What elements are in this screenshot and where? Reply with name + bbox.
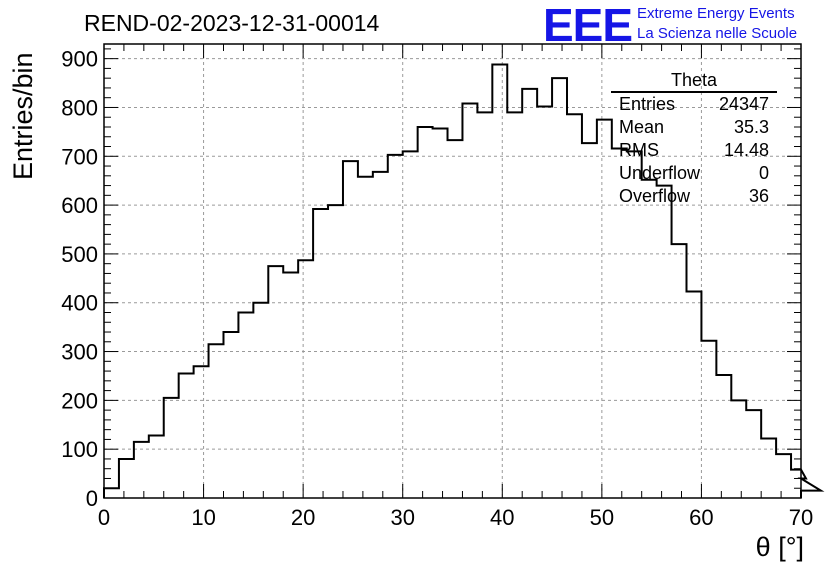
histogram-bin <box>164 398 179 498</box>
histogram-bin <box>209 344 224 498</box>
histogram-bin <box>716 375 731 498</box>
histogram-bin <box>328 205 343 498</box>
histogram-bin <box>537 106 552 498</box>
y-tick-label: 200 <box>61 388 98 413</box>
stats-value: 0 <box>758 163 769 183</box>
histogram-bin <box>238 312 253 498</box>
histogram-bin <box>403 151 418 498</box>
run-title: REND-02-2023-12-31-00014 <box>84 10 380 36</box>
y-tick-label: 700 <box>61 144 98 169</box>
logo-caption: Extreme Energy Events La Scienza nelle S… <box>637 4 797 44</box>
histogram-bin <box>686 292 701 498</box>
y-tick-label: 900 <box>61 47 98 72</box>
histogram-bin <box>373 172 388 498</box>
histogram-bin <box>283 272 298 498</box>
histogram-bin <box>134 442 149 498</box>
histogram-bin <box>268 266 283 498</box>
stats-label: Overflow <box>619 186 691 206</box>
histogram-bin <box>343 161 358 498</box>
histogram-bin <box>567 114 582 498</box>
x-tick-label: 0 <box>98 505 110 530</box>
histogram-bin <box>731 400 746 498</box>
logo-caption-line2: La Scienza nelle Scuole <box>637 25 798 42</box>
grid <box>104 44 801 498</box>
histogram-bin <box>507 112 522 498</box>
histogram-bin <box>522 89 537 498</box>
histogram-bin <box>104 488 119 498</box>
histogram-bin <box>582 143 597 498</box>
x-tick-label: 40 <box>490 505 514 530</box>
stats-row-overflow: Overflow 36 <box>611 185 777 208</box>
x-tick-label: 30 <box>390 505 414 530</box>
x-tick-label: 10 <box>191 505 215 530</box>
histogram-bin <box>194 366 209 498</box>
histogram-bin <box>776 454 791 498</box>
histogram-bin <box>657 186 672 498</box>
histogram-bin <box>253 303 268 498</box>
stats-row-underflow: Underflow 0 <box>611 162 777 185</box>
histogram-bin <box>358 177 373 498</box>
y-tick-label: 0 <box>86 486 98 511</box>
histogram-bin <box>492 65 507 498</box>
logo-caption-line1: Extreme Energy Events <box>637 5 795 22</box>
stats-label: Underflow <box>619 163 701 183</box>
stats-label: Entries <box>619 94 676 114</box>
y-tick-label: 800 <box>61 95 98 120</box>
x-axis: 0 10 20 30 40 50 60 70 <box>98 44 813 530</box>
histogram-bin <box>597 120 612 498</box>
plot-frame <box>103 43 802 499</box>
histogram-bin <box>119 459 134 498</box>
histogram-outline <box>103 63 825 498</box>
histogram-bin <box>388 155 403 498</box>
y-tick-label: 100 <box>61 437 98 462</box>
histogram-bin <box>433 128 448 498</box>
histogram-bin <box>791 470 801 498</box>
y-tick-label: 500 <box>61 242 98 267</box>
histogram-bin <box>552 78 567 498</box>
y-tick-label: 300 <box>61 340 98 365</box>
histogram-bin <box>179 374 194 498</box>
histogram-bin <box>223 332 238 498</box>
y-axis-label: Entries/bin <box>8 52 38 180</box>
histogram-bin <box>642 180 657 498</box>
stats-value: 35.3 <box>733 117 769 137</box>
histogram-bin <box>298 260 313 498</box>
x-axis-label: θ [°] <box>755 532 804 562</box>
x-tick-label: 20 <box>291 505 315 530</box>
histogram-bin <box>761 438 776 498</box>
histogram-bin <box>746 410 761 498</box>
stats-label: RMS <box>619 140 659 160</box>
histogram-bin <box>701 341 716 498</box>
plot-border <box>103 43 802 499</box>
stats-row-entries: Entries 24347 <box>611 93 777 116</box>
histogram-bin <box>149 436 164 498</box>
eee-logo: EEE <box>543 0 633 51</box>
x-tick-label: 60 <box>689 505 713 530</box>
stats-value: 14.48 <box>723 140 769 160</box>
histogram-bin <box>448 140 463 498</box>
histogram-bin <box>462 104 477 498</box>
stats-row-mean: Mean 35.3 <box>611 116 777 139</box>
histogram-bin <box>672 244 687 498</box>
histogram-bin <box>313 209 328 498</box>
stats-value: 36 <box>748 186 769 206</box>
stats-box: Theta Entries 24347 Mean 35.3 RMS 14.48 … <box>611 69 777 208</box>
stats-row-rms: RMS 14.48 <box>611 139 777 162</box>
stats-title: Theta <box>611 69 777 93</box>
histogram-series <box>103 63 825 498</box>
stats-value: 24347 <box>718 94 769 114</box>
histogram-bin <box>418 127 433 498</box>
histogram-bin <box>477 112 492 498</box>
y-axis: 0 100 200 300 400 500 600 700 800 900 <box>61 47 801 511</box>
y-tick-label: 400 <box>61 291 98 316</box>
stats-label: Mean <box>619 117 665 137</box>
x-tick-label: 70 <box>789 505 813 530</box>
x-tick-label: 50 <box>590 505 614 530</box>
y-tick-label: 600 <box>61 193 98 218</box>
